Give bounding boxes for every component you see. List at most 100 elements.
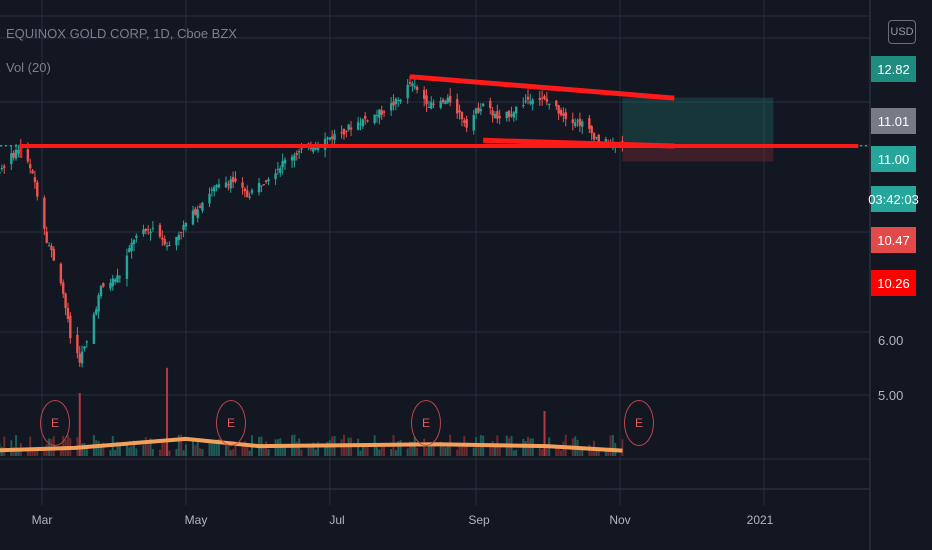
candle-body — [531, 99, 534, 105]
candle-body — [300, 148, 303, 150]
candle-body — [472, 114, 475, 131]
volume-bar — [406, 448, 409, 456]
candle-body — [366, 120, 369, 122]
candle-body — [128, 248, 131, 253]
candle-body — [330, 136, 334, 139]
candle-body — [248, 196, 251, 198]
candle-body — [246, 190, 249, 197]
volume-bar — [196, 442, 199, 456]
candle-body — [102, 283, 105, 287]
volume-bar — [545, 444, 548, 456]
volume-bar — [81, 443, 84, 456]
candle-body — [312, 148, 315, 152]
candle-body — [439, 101, 442, 108]
volume-bar — [609, 435, 612, 456]
volume-bar — [201, 448, 204, 456]
volume-bar — [116, 441, 119, 456]
candle-body — [555, 100, 558, 107]
candle-body — [97, 295, 100, 312]
volume-bar — [36, 449, 39, 456]
candle-body — [215, 185, 218, 188]
candle-body — [382, 111, 386, 113]
candle-body — [510, 114, 513, 116]
candle-body — [328, 137, 332, 140]
candle-body — [151, 227, 155, 229]
volume-bar — [383, 443, 386, 456]
volume-bar — [208, 442, 211, 456]
volume-bar — [541, 449, 544, 456]
earnings-marker[interactable]: E — [411, 400, 441, 446]
volume-bar — [66, 434, 69, 456]
volume-bar — [135, 448, 138, 456]
candle-body — [578, 118, 582, 126]
volume-bar — [52, 436, 55, 456]
candle-body — [118, 276, 122, 278]
candle-body — [456, 99, 459, 114]
candle-body — [243, 188, 247, 191]
candle-body — [290, 156, 294, 161]
candle-body — [514, 106, 518, 114]
volume-bar — [102, 442, 105, 456]
volume-spike-bar — [78, 393, 81, 456]
volume-bar — [380, 443, 383, 456]
volume-bar — [241, 443, 244, 456]
candle-body — [524, 100, 527, 102]
candle-body — [604, 139, 608, 142]
volume-bar — [149, 438, 152, 456]
candle-body — [314, 147, 317, 150]
candle-body — [347, 124, 350, 130]
candle-body — [297, 151, 301, 153]
volume-bar — [283, 445, 286, 456]
candle-body — [432, 103, 435, 105]
candle-body — [33, 177, 37, 183]
volume-bar — [427, 442, 430, 456]
currency-badge[interactable]: USD — [888, 20, 916, 44]
earnings-marker[interactable]: E — [40, 400, 70, 446]
candle-body — [408, 82, 412, 84]
volume-spike-bar — [166, 367, 169, 456]
volume-bar — [118, 442, 121, 456]
volume-bar — [595, 447, 598, 456]
earnings-marker[interactable]: E — [624, 400, 654, 446]
volume-bar — [439, 441, 442, 456]
volume-bar — [555, 448, 558, 456]
candle-body — [581, 121, 584, 127]
volume-bar — [43, 448, 46, 456]
volume-bar — [163, 442, 166, 456]
candle-body — [293, 155, 296, 161]
volume-bar — [621, 439, 624, 456]
candle-body — [158, 224, 162, 237]
x-tick-label: Nov — [609, 513, 631, 527]
candle-body — [295, 153, 298, 155]
candle-body — [397, 99, 400, 101]
candle-body — [109, 282, 112, 289]
volume-bar — [151, 449, 154, 456]
candle-body — [149, 231, 152, 234]
volume-bar — [215, 443, 218, 456]
candle-body — [146, 229, 150, 231]
candle-body — [529, 101, 532, 104]
candle-body — [210, 189, 214, 191]
candle-body — [99, 286, 103, 297]
candle-body — [333, 134, 336, 140]
candle-body — [588, 118, 591, 129]
candle-body — [12, 152, 15, 158]
volume-indicator-label[interactable]: Vol (20) — [6, 60, 51, 75]
x-tick-label: Sep — [468, 513, 490, 527]
volume-bar — [560, 450, 563, 456]
volume-bar — [15, 435, 18, 456]
candle-body — [281, 160, 284, 168]
candle-body — [479, 109, 483, 112]
volume-bar — [538, 446, 541, 456]
candle-body — [493, 113, 497, 119]
candle-body — [279, 168, 282, 173]
candle-body — [448, 95, 452, 103]
earnings-marker[interactable]: E — [216, 400, 246, 446]
candle-body — [373, 114, 376, 123]
volume-bar — [307, 443, 310, 456]
volume-bar — [142, 445, 145, 456]
candle-body — [361, 119, 365, 127]
volume-bar — [234, 445, 237, 456]
